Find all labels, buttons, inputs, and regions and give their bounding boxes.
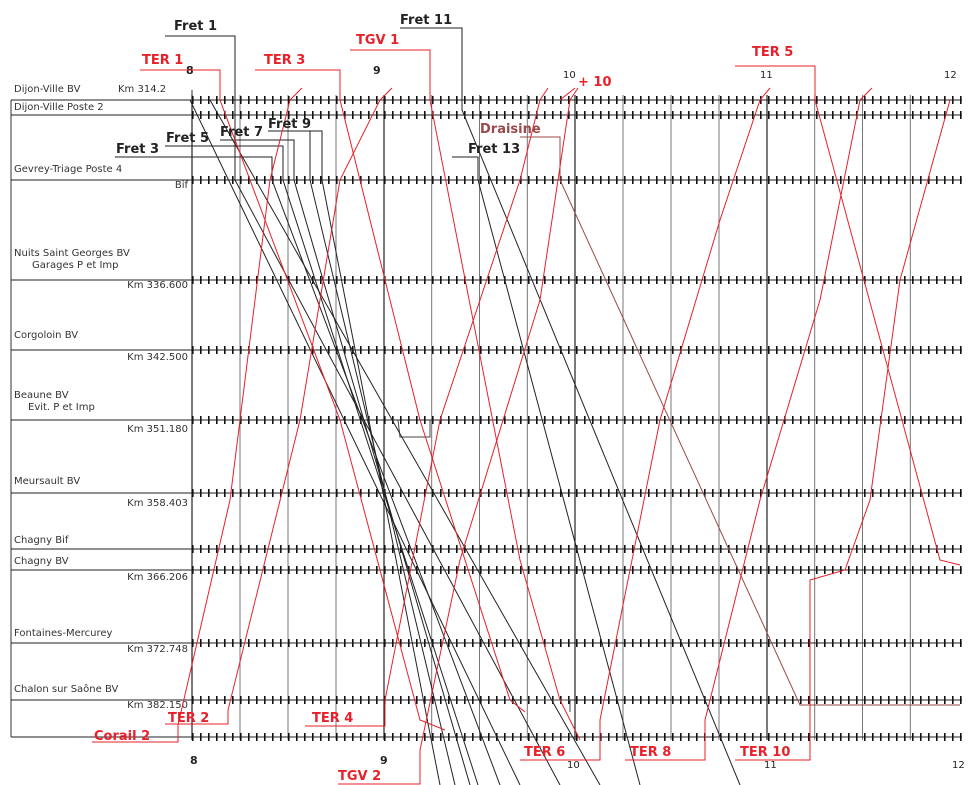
label-tgv-1: TGV 1	[356, 33, 399, 48]
station-name-beaune-bv: Beaune BV	[14, 390, 69, 401]
station-name-dijon-ville-bv: Dijon-Ville BV	[14, 84, 81, 95]
label-fret-9: Fret 9	[268, 117, 311, 132]
station-line-bottom-line	[11, 733, 962, 741]
station-line-dijon-ville-bv	[11, 96, 962, 104]
station-km-meursault-bv: Km 358.403	[127, 498, 188, 509]
label-tgv-2: TGV 2	[338, 769, 381, 784]
path-fret-1	[165, 35, 561, 785]
path-ter-10	[735, 99, 951, 761]
train-labels: Fret 1 Fret 3 Fret 5 Fret 7 Fret 9 Fret …	[94, 13, 793, 784]
station-km-corgoloin-bv: Km 342.500	[127, 352, 188, 363]
hour-label-bottom-11: 11	[764, 760, 777, 771]
path-plus-10	[559, 87, 576, 101]
station-line-fontaines-mercurey	[11, 639, 962, 647]
path-ter-1	[140, 69, 446, 731]
station-name-nuits-saint-georges-bv: Nuits Saint Georges BV	[14, 248, 130, 259]
draisine-path	[520, 136, 960, 706]
station-km-gevrey-triage-poste-4: Bif	[175, 180, 189, 191]
path-fret-11	[400, 27, 741, 785]
station-line-meursault-bv	[11, 489, 962, 497]
label-ter-5: TER 5	[752, 45, 793, 60]
label-fret-13: Fret 13	[468, 142, 520, 157]
path-tgv-1	[350, 49, 581, 741]
label-ter-4: TER 4	[312, 711, 353, 726]
station-km-beaune-bv: Km 351.180	[127, 424, 188, 435]
path-ter-2	[165, 87, 393, 725]
station-km-dijon-ville-bv: Km 314.2	[118, 84, 166, 95]
label-fret-3: Fret 3	[116, 142, 159, 157]
station-km-fontaines-mercurey: Km 372.748	[127, 644, 188, 655]
hour-label-bottom-10: 10	[567, 760, 580, 771]
label-ter-3: TER 3	[264, 53, 305, 68]
station-km-chalon-sur-saone-bv: Km 382.150	[127, 700, 188, 711]
station-name-meursault-bv: Meursault BV	[14, 476, 80, 487]
label-fret-7: Fret 7	[220, 125, 263, 140]
hour-label-top-12: 12	[944, 70, 957, 81]
label-corail-2: Corail 2	[94, 729, 150, 744]
hour-label-bottom-12: 12	[952, 760, 965, 771]
station-name-dijon-ville-poste-2: Dijon-Ville Poste 2	[14, 102, 104, 113]
label-draisine: Draisine	[480, 122, 541, 137]
station-line-dijon-ville-poste-2	[11, 111, 962, 119]
path-diag-a	[189, 99, 521, 785]
path-fret-9	[268, 130, 456, 785]
path-tgv-2	[338, 87, 579, 785]
station-line-corgoloin-bv	[11, 346, 962, 354]
hour-label-top-9: 9	[373, 64, 381, 77]
hour-label-top-10: 10	[563, 70, 576, 81]
path-fret-13	[452, 156, 641, 785]
path-diag-b	[209, 99, 601, 785]
station-line-beaune-bv	[11, 416, 962, 424]
path-ter-8	[625, 87, 873, 761]
station-name-chagny-bif: Chagny Bif	[14, 535, 69, 546]
path-fret-9b	[310, 130, 441, 785]
label-fret-1: Fret 1	[174, 19, 217, 34]
station-name-chagny-bv: Chagny BV	[14, 556, 69, 567]
hour-labels: 8 9 10 11 12 8 9 10 11 12	[186, 64, 965, 771]
freight-paths	[115, 27, 741, 785]
hour-label-bottom-8: 8	[190, 754, 198, 767]
path-ter-4	[305, 87, 549, 727]
path-fret-3	[115, 156, 501, 785]
station-labels: Dijon-Ville BV Km 314.2 Dijon-Ville Post…	[14, 84, 188, 711]
station-line-gevrey-triage-poste-4	[11, 176, 962, 184]
station-name-gevrey-triage-poste-4: Gevrey-Triage Poste 4	[14, 164, 122, 175]
station-panel	[10, 90, 193, 737]
station-sub-beaune-bv: Evit. P et Imp	[28, 402, 95, 413]
station-name-fontaines-mercurey: Fontaines-Mercurey	[14, 628, 113, 639]
path-corail-2	[92, 87, 303, 743]
passenger-paths	[92, 49, 961, 785]
station-km-chagny-bv: Km 366.206	[127, 572, 188, 583]
station-line-chagny-bif	[11, 545, 962, 553]
path-ter-5	[735, 65, 961, 566]
station-line-chagny-bv	[11, 566, 962, 574]
hour-label-top-11: 11	[760, 70, 773, 81]
path-ter-3	[255, 69, 526, 713]
label-plus-10: + 10	[578, 75, 612, 90]
label-fret-5: Fret 5	[166, 131, 209, 146]
label-ter-8: TER 8	[630, 745, 671, 760]
path-chalon-loop	[520, 699, 571, 712]
station-name-corgoloin-bv: Corgoloin BV	[14, 330, 78, 341]
path-beaune-loop	[397, 419, 431, 438]
hour-label-bottom-9: 9	[380, 754, 388, 767]
station-km-nuits-saint-georges-bv: Km 336.600	[127, 280, 188, 291]
station-line-chalon-sur-saone-bv	[11, 696, 962, 704]
label-ter-2: TER 2	[168, 711, 209, 726]
station-sub-nuits-saint-georges-bv: Garages P et Imp	[32, 260, 119, 271]
label-ter-1: TER 1	[142, 53, 183, 68]
label-ter-6: TER 6	[524, 745, 565, 760]
label-fret-11: Fret 11	[400, 13, 452, 28]
station-name-chalon-sur-saone-bv: Chalon sur Saône BV	[14, 683, 119, 695]
path-ter-6	[520, 87, 771, 761]
label-ter-10: TER 10	[740, 745, 790, 760]
